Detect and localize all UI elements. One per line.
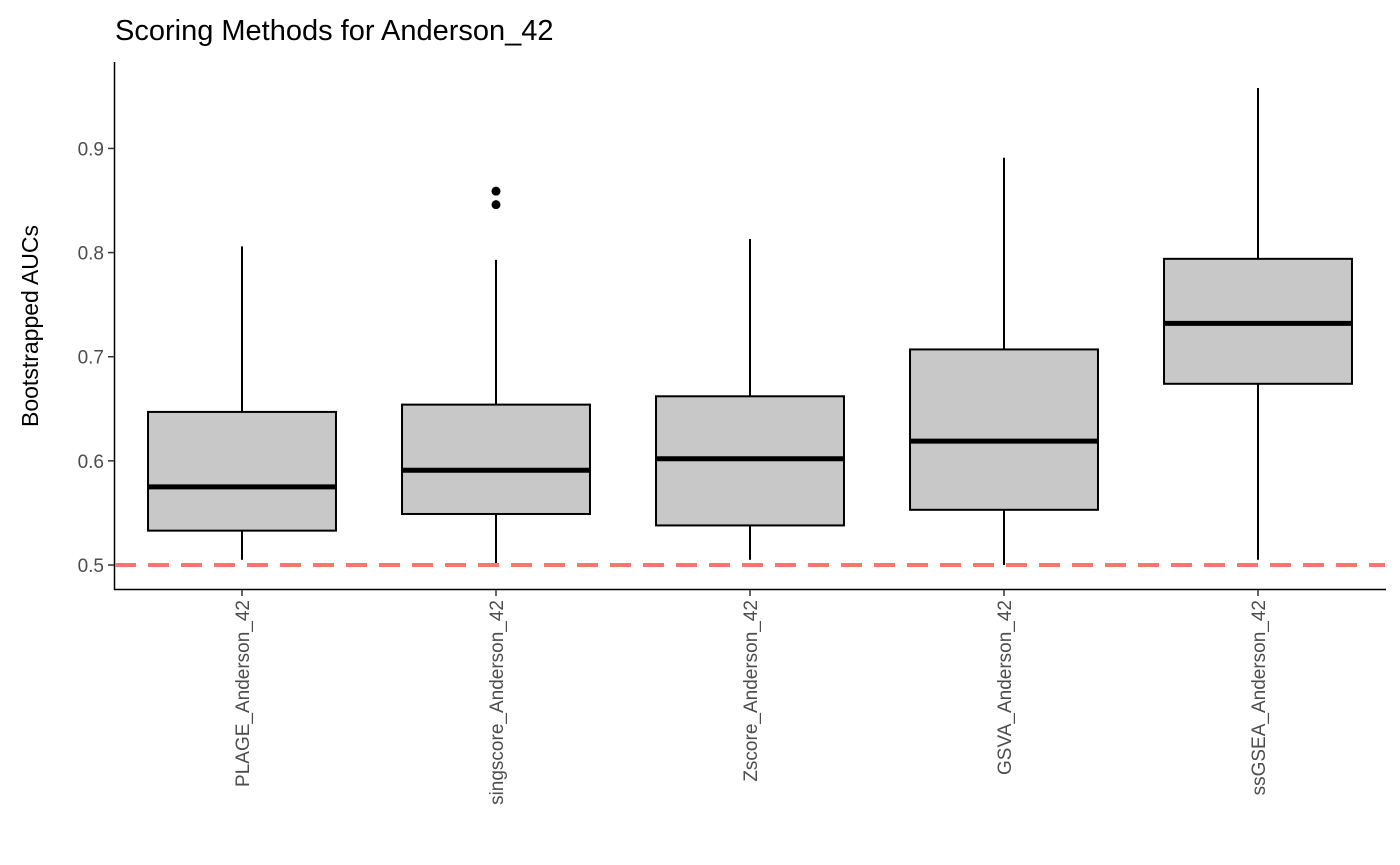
chart-title: Scoring Methods for Anderson_42 [115,15,554,47]
box-iqr [147,410,337,532]
box-iqr [909,348,1099,511]
x-tick-label: ssGSEA_Anderson_42 [1249,600,1270,795]
box-1 [401,186,591,566]
x-tick-label: GSVA_Anderson_42 [995,600,1016,775]
y-axis-title: Bootstrapped AUCs [17,225,43,427]
y-axis-ticks: 0.5 0.6 0.7 0.8 0.9 [78,139,114,577]
outlier-point [491,186,501,196]
y-tick-label: 0.7 [78,348,104,369]
y-tick-label: 0.6 [78,452,104,473]
outlier-point [491,200,501,210]
boxes-group [147,88,1353,566]
box-4 [1163,88,1353,560]
x-tick-label: PLAGE_Anderson_42 [233,600,254,787]
x-tick-label: singscore_Anderson_42 [487,600,508,805]
box-3 [909,157,1099,566]
y-tick-label: 0.8 [78,244,104,265]
y-tick-label: 0.5 [78,556,104,577]
y-tick-label: 0.9 [78,139,104,160]
x-tick-label: Zscore_Anderson_42 [741,600,762,782]
box-0 [147,246,337,560]
x-axis-ticks: PLAGE_Anderson_42 singscore_Anderson_42 Zs… [233,590,1270,805]
box-2 [655,239,845,560]
box-iqr [401,403,591,515]
